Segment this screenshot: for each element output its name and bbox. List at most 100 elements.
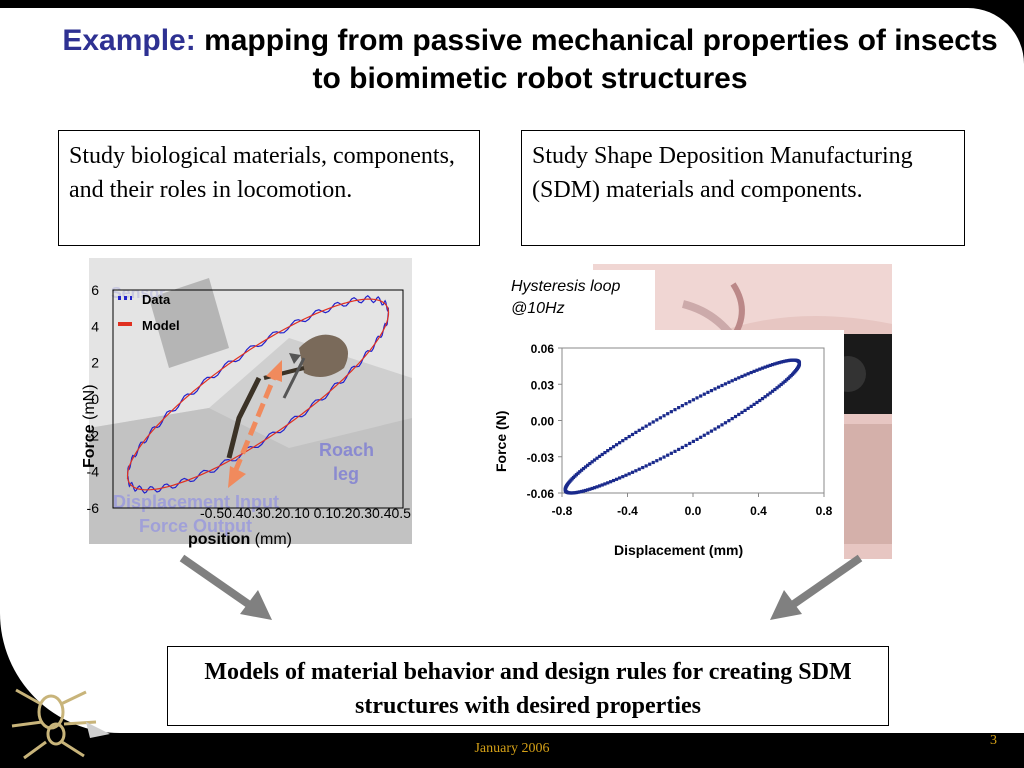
chart2-xlabel: Displacement (mm) [614, 542, 743, 558]
hysteresis-point [773, 362, 777, 366]
hysteresis-point [713, 387, 717, 391]
force-position-chart: 6 4 2 0 -2 -4 -6 -0.50.40.30.20.10 0.10.20.30.… [81, 282, 411, 548]
hysteresis-point [581, 489, 586, 493]
hysteresis-point [655, 418, 659, 422]
hysteresis-point [743, 408, 747, 412]
hysteresis-point [603, 482, 607, 486]
hysteresis-point [588, 461, 592, 466]
chart2-y-tick: 0.06 [531, 342, 555, 356]
hysteresis-point [611, 445, 616, 449]
force-output-label: Force Output [139, 516, 252, 536]
hysteresis-point [614, 443, 619, 447]
hysteresis-point [749, 404, 753, 408]
hysteresis-point [688, 441, 692, 446]
hysteresis-point [758, 398, 762, 403]
hysteresis-point [574, 490, 579, 495]
chart1-xlabel: position (mm) [188, 531, 292, 548]
hysteresis-point [606, 449, 610, 453]
chart2-y-tick: -0.06 [527, 487, 555, 501]
insect-logo [11, 688, 110, 760]
roach-label-2: leg [333, 464, 359, 484]
hysteresis-point [595, 485, 599, 489]
hysteresis-point [760, 366, 765, 370]
hysteresis-point [586, 463, 590, 467]
hysteresis-point [770, 389, 775, 393]
hysteresis-point [688, 400, 692, 404]
chart1-y-tick: 2 [91, 355, 99, 371]
displacement-arrow [228, 360, 282, 488]
hysteresis-point [634, 430, 638, 435]
displacement-input-label: Displacement Input [113, 492, 279, 512]
hysteresis-point [730, 416, 734, 421]
hysteresis-point [597, 484, 602, 488]
hysteresis-point [608, 480, 613, 484]
hysteresis-point [662, 414, 666, 418]
hysteresis-point [760, 396, 765, 401]
hysteresis-point [766, 364, 770, 368]
hysteresis-point [713, 427, 717, 431]
hysteresis-point [733, 414, 738, 419]
hysteresis-point [592, 486, 597, 490]
chart1-xlabel-rest: (mm) [250, 531, 292, 548]
hysteresis-point [723, 382, 728, 386]
hysteresis-point [669, 451, 673, 455]
hysteresis-point [752, 369, 756, 373]
hysteresis-point [611, 478, 616, 483]
hysteresis-point [777, 384, 781, 388]
slide-title: Example: mapping from passive mechanical… [60, 22, 1000, 98]
hysteresis-point [606, 481, 610, 485]
roach-label-1: Roach [319, 440, 374, 460]
hysteresis-point [768, 391, 772, 395]
title-rest: mapping from passive mechanical properti… [195, 24, 998, 95]
hysteresis-point [673, 408, 677, 412]
hysteresis-point [597, 454, 602, 458]
hysteresis-point [590, 460, 594, 464]
hysteresis-point [691, 439, 695, 444]
hysteresis-point [706, 431, 710, 435]
hysteresis-point [627, 472, 631, 476]
hysteresis-point [740, 374, 744, 379]
hysteresis-point [621, 475, 625, 479]
hysteresis-point [743, 373, 747, 377]
hysteresis-point [781, 360, 785, 364]
chart2-ylabel: Force (N) [494, 411, 509, 472]
arrow-left-down [179, 554, 272, 620]
hysteresis-point [592, 458, 597, 462]
hysteresis-point [786, 358, 790, 363]
chart2-y-tick: -0.03 [527, 451, 555, 465]
hysteresis-point [655, 459, 659, 463]
chart2-y-tick: 0.00 [531, 415, 555, 429]
hysteresis-point [702, 392, 706, 396]
hysteresis-point [773, 387, 777, 392]
hysteresis-point [709, 429, 714, 433]
sdm-materials-text: Study Shape Deposition Manufacturing (SD… [532, 143, 913, 203]
hysteresis-point [579, 468, 584, 472]
chart2-x-tick: 0.0 [685, 504, 702, 518]
chart1-y-tick: 4 [91, 318, 99, 334]
hysteresis-point [695, 437, 699, 441]
hysteresis-point [608, 447, 613, 451]
chart2-x-tick: 0.8 [816, 504, 833, 518]
hysteresis-point [709, 389, 714, 393]
hysteresis-point [624, 473, 628, 477]
chart1-y-tick: -6 [87, 500, 100, 516]
hysteresis-point [648, 462, 652, 466]
hysteresis-point [576, 490, 580, 494]
hysteresis-point [637, 467, 641, 471]
hysteresis-point [755, 400, 759, 405]
hysteresis-point [763, 365, 767, 369]
hysteresis-point [578, 490, 582, 494]
hysteresis-point [797, 362, 801, 366]
chart2-x-tick: -0.8 [552, 504, 573, 518]
sdm-materials-box: Study Shape Deposition Manufacturing (SD… [521, 130, 965, 246]
hysteresis-point [691, 398, 695, 402]
hysteresis-chart-bg [494, 330, 844, 560]
hysteresis-point [695, 396, 699, 400]
hysteresis-point [763, 395, 767, 399]
chart1-legend: Data Model [118, 292, 180, 333]
hysteresis-point [737, 412, 741, 417]
hysteresis-point [779, 382, 783, 387]
title-lead: Example: [62, 24, 196, 57]
legend-data-label: Data [142, 292, 171, 307]
